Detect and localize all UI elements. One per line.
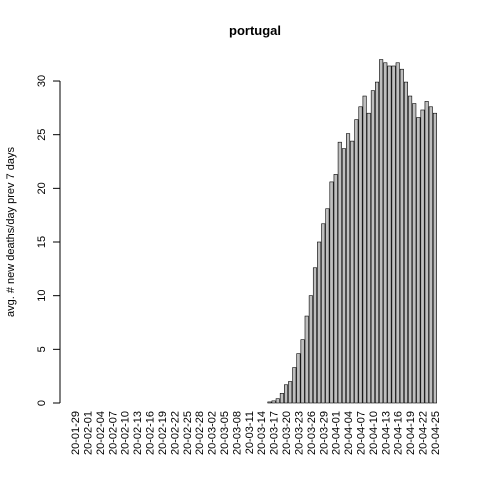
bar bbox=[275, 398, 280, 404]
bar bbox=[362, 95, 367, 404]
bar bbox=[412, 103, 417, 404]
bar bbox=[317, 241, 322, 404]
bar bbox=[288, 381, 293, 404]
y-tick-label: 5 bbox=[36, 346, 48, 352]
y-tick-label: 15 bbox=[36, 236, 48, 248]
bar bbox=[387, 65, 392, 404]
x-tick-label: 20-02-04 bbox=[95, 411, 107, 455]
x-tick-label: 20-03-26 bbox=[306, 411, 318, 455]
x-tick-label: 20-04-04 bbox=[343, 411, 355, 455]
x-tick-label: 20-02-19 bbox=[157, 411, 169, 455]
bar bbox=[329, 181, 334, 404]
bar bbox=[279, 393, 284, 404]
bar bbox=[395, 62, 400, 404]
chart-title: portugal bbox=[229, 23, 281, 38]
x-tick-label: 20-04-10 bbox=[368, 411, 380, 455]
x-tick-label: 20-04-22 bbox=[418, 411, 430, 455]
x-tick-label: 20-02-13 bbox=[132, 411, 144, 455]
bar bbox=[341, 148, 346, 404]
x-tick-label: 20-03-23 bbox=[293, 411, 305, 455]
x-tick-label: 20-04-19 bbox=[405, 411, 417, 455]
bar bbox=[292, 367, 297, 404]
bar bbox=[284, 384, 289, 404]
x-tick-label: 20-03-08 bbox=[231, 411, 243, 455]
x-tick-label: 20-03-17 bbox=[269, 411, 281, 455]
x-tick-label: 20-03-29 bbox=[318, 411, 330, 455]
bar bbox=[312, 267, 317, 404]
bar bbox=[358, 106, 363, 404]
y-tick-label: 25 bbox=[36, 129, 48, 141]
x-tick-label: 20-02-10 bbox=[120, 411, 132, 455]
bar bbox=[403, 81, 408, 404]
x-tick-label: 20-04-13 bbox=[380, 411, 392, 455]
y-tick-label: 10 bbox=[36, 290, 48, 302]
bar bbox=[408, 95, 413, 404]
bar bbox=[321, 223, 326, 404]
bar bbox=[300, 339, 305, 404]
bar bbox=[304, 315, 309, 404]
x-tick-label: 20-02-28 bbox=[194, 411, 206, 455]
y-tick-label: 30 bbox=[36, 75, 48, 87]
bar bbox=[399, 68, 404, 404]
bar bbox=[337, 141, 342, 404]
x-tick-label: 20-03-05 bbox=[219, 411, 231, 455]
x-tick-label: 20-03-02 bbox=[207, 411, 219, 455]
x-tick-label: 20-04-25 bbox=[430, 411, 442, 455]
x-tick-label: 20-04-07 bbox=[355, 411, 367, 455]
bar bbox=[350, 140, 355, 404]
bar bbox=[333, 174, 338, 404]
bar bbox=[432, 112, 437, 404]
bar bbox=[370, 90, 375, 404]
bar bbox=[424, 101, 429, 404]
bar bbox=[379, 59, 384, 404]
bar bbox=[308, 295, 313, 404]
bar bbox=[391, 65, 396, 404]
bar bbox=[428, 106, 433, 404]
bar bbox=[375, 81, 380, 404]
bar bbox=[267, 401, 272, 404]
x-tick-label: 20-02-16 bbox=[145, 411, 157, 455]
x-tick-label: 20-02-25 bbox=[182, 411, 194, 455]
bar bbox=[366, 112, 371, 404]
x-tick-label: 20-04-01 bbox=[331, 411, 343, 455]
bar bbox=[416, 117, 421, 404]
x-tick-label: 20-03-14 bbox=[256, 411, 268, 455]
bar bbox=[383, 62, 388, 404]
x-tick-label: 20-03-11 bbox=[244, 411, 256, 454]
x-tick-label: 20-02-07 bbox=[107, 411, 119, 455]
y-tick-label: 0 bbox=[36, 400, 48, 406]
x-tick-label: 20-02-22 bbox=[169, 411, 181, 455]
x-tick-label: 20-03-20 bbox=[281, 411, 293, 455]
bar bbox=[271, 400, 276, 404]
bar bbox=[354, 119, 359, 404]
y-tick-label: 20 bbox=[36, 182, 48, 194]
x-tick-label: 20-04-16 bbox=[393, 411, 405, 455]
x-tick-label: 20-02-01 bbox=[82, 411, 94, 455]
bar bbox=[325, 208, 330, 404]
x-tick-label: 20-01-29 bbox=[70, 411, 82, 455]
y-axis-label: avg. # new deaths/day prev 7 days bbox=[5, 147, 17, 317]
bar bbox=[346, 133, 351, 404]
bar bbox=[296, 353, 301, 404]
bar bbox=[420, 109, 425, 404]
